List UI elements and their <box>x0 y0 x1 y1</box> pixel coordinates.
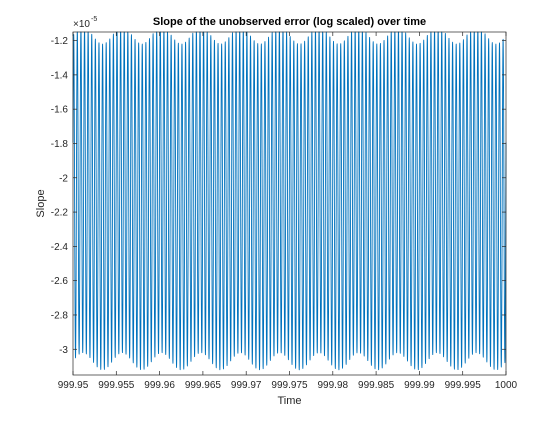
y-axis-exponent: ×10 -5 <box>73 16 97 30</box>
x-tick-label: 1000 <box>495 380 518 391</box>
y-exponent-base: ×10 <box>73 19 90 30</box>
x-axis-label: Time <box>277 395 301 407</box>
series-line-1 <box>72 31 507 371</box>
y-tick-label: -1.8 <box>51 139 69 150</box>
x-tick-label: 999.995 <box>445 380 482 391</box>
y-tick-label: -3 <box>59 345 68 356</box>
y-exponent-power: -5 <box>91 16 97 23</box>
x-tick-label: 999.99 <box>404 380 435 391</box>
y-tick-label: -2 <box>59 173 68 184</box>
y-axis-ticks: -1.2 -1.4 -1.6 -1.8 -2 -2.2 -2.4 -2.6 -2.8 -3 <box>51 36 506 356</box>
x-tick-label: 999.955 <box>98 380 135 391</box>
x-tick-label: 999.975 <box>271 380 308 391</box>
y-tick-label: -1.2 <box>51 36 69 47</box>
y-tick-label: -2.8 <box>51 310 69 321</box>
y-tick-label: -1.4 <box>51 70 69 81</box>
x-tick-label: 999.97 <box>231 380 262 391</box>
x-tick-label: 999.95 <box>58 380 89 391</box>
y-axis-label: Slope <box>35 189 47 217</box>
chart-title: Slope of the unobserved error (log scale… <box>153 16 426 28</box>
x-tick-label: 999.96 <box>144 380 175 391</box>
series-layer <box>72 31 507 371</box>
y-tick-label: -1.6 <box>51 105 69 116</box>
y-tick-label: -2.2 <box>51 208 69 219</box>
x-tick-label: 999.965 <box>185 380 222 391</box>
y-tick-label: -2.6 <box>51 276 69 287</box>
x-axis-ticks: 999.95 999.955 999.96 999.965 999.97 999.975 9… <box>58 32 518 391</box>
y-tick-label: -2.4 <box>51 242 69 253</box>
x-tick-label: 999.985 <box>358 380 395 391</box>
x-tick-label: 999.98 <box>318 380 349 391</box>
